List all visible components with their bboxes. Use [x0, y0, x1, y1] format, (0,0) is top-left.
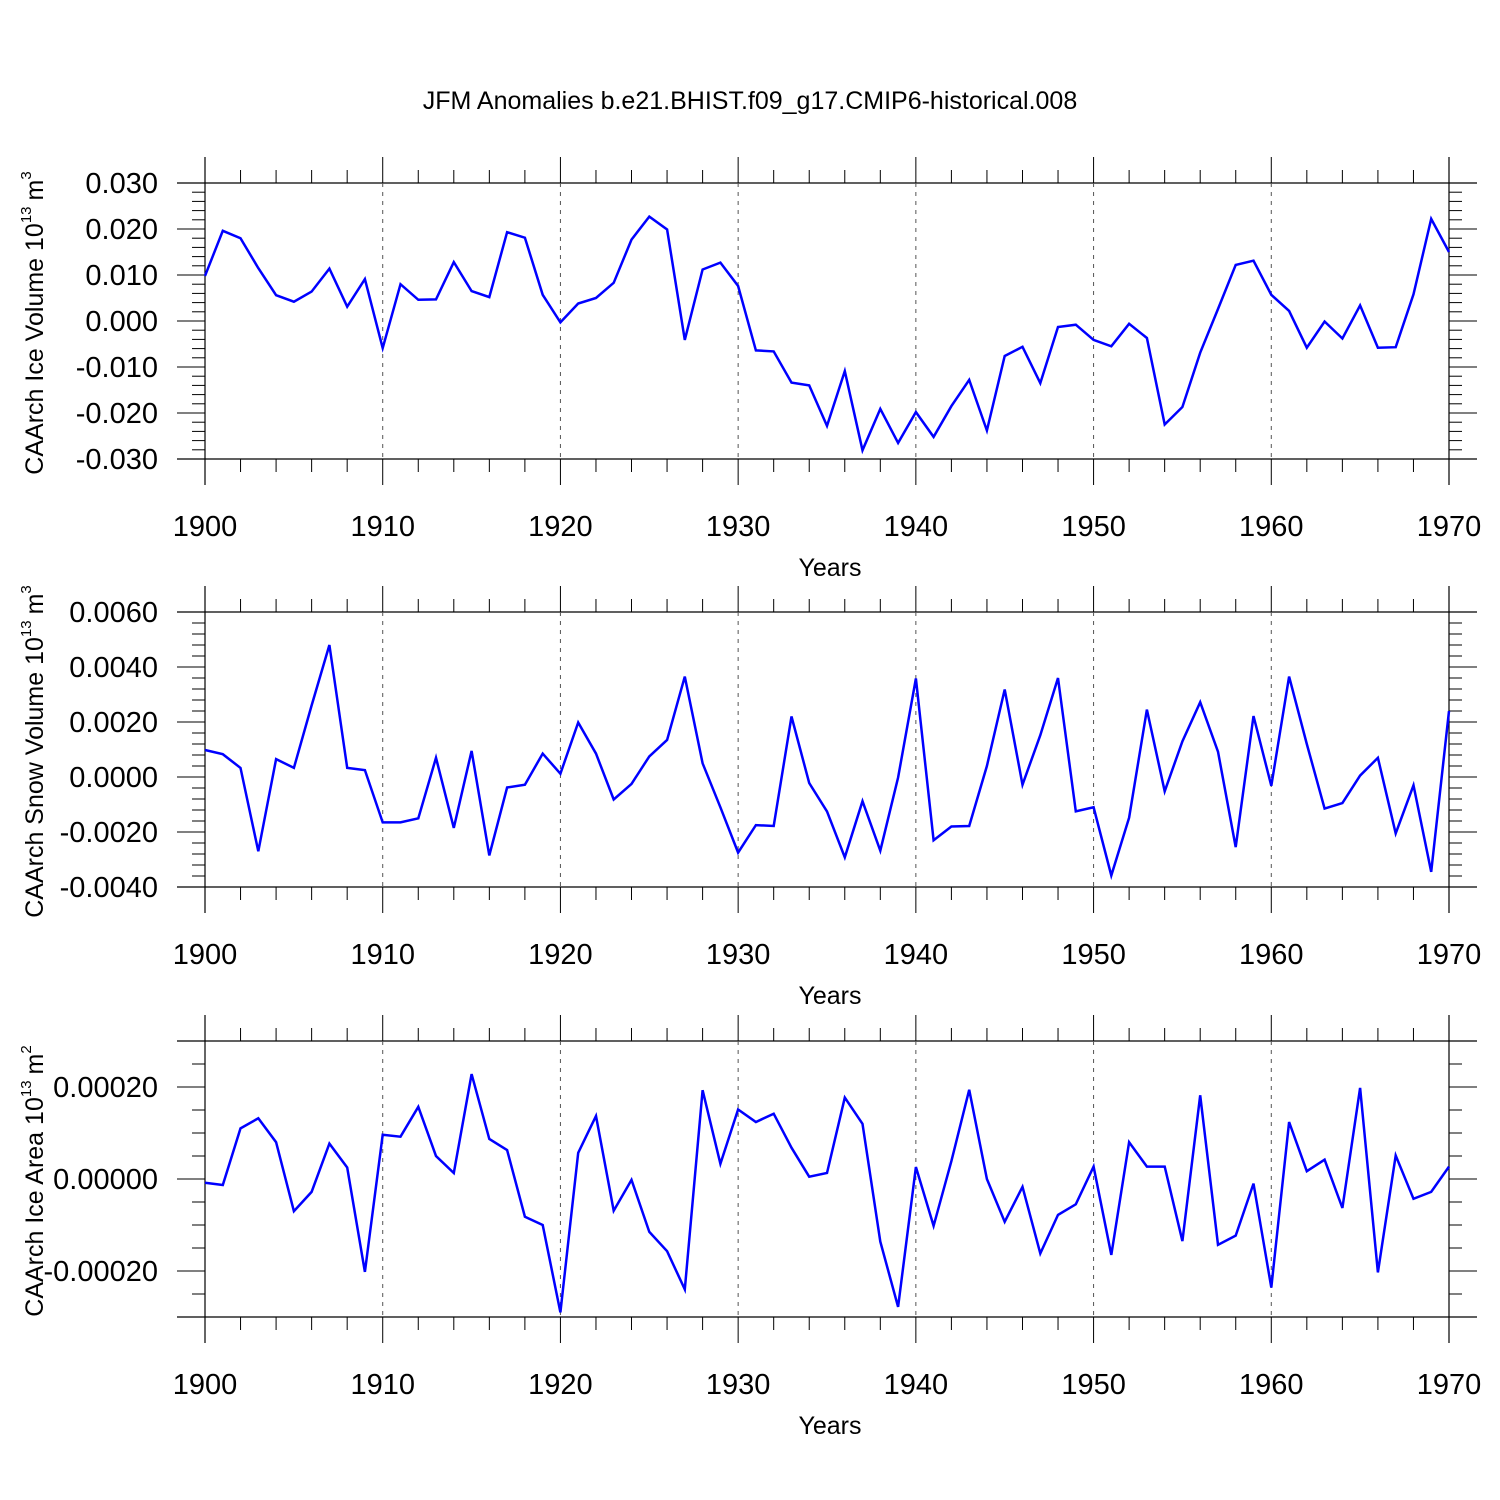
x-tick-label: 1970	[1417, 1369, 1482, 1401]
y-tick-label: 0.0000	[69, 762, 158, 794]
y-tick-label: 0.020	[85, 214, 158, 246]
series-line	[204, 644, 1451, 881]
y-tick-label: 0.00000	[53, 1164, 158, 1196]
panel-3: 0.00020 0.00000 -0.00020 1900 1910 1920 1930 19…	[18, 1015, 1481, 1440]
x-tick-label: 1920	[528, 511, 593, 543]
y-axis-unit-tail: m	[21, 180, 49, 201]
y-axis-label-name: CAArch Ice Area	[21, 1132, 49, 1317]
x-tick-label: 1940	[884, 511, 949, 543]
x-tick-label: 1910	[350, 939, 415, 971]
y-tick-label: 0.00020	[53, 1072, 158, 1104]
y-axis-unit-exp: 13	[18, 206, 35, 223]
panels: 0.030 0.020 0.010 0.000 -0.010 -0.020 -0.030 19…	[18, 157, 1481, 1440]
y-axis-label-name: CAArch Snow Volume	[21, 672, 49, 918]
y-axis-unit-base: 10	[21, 637, 49, 665]
x-tick-label: 1920	[528, 939, 593, 971]
y-axis-unit-exp: 13	[18, 620, 35, 637]
y-tick-label: 0.0020	[69, 707, 158, 739]
x-tick-label: 1940	[884, 1369, 949, 1401]
y-axis-unit-base: 10	[21, 223, 49, 251]
y-axis-unit-tail-exp: 2	[18, 1045, 35, 1053]
y-tick-label: 0.0060	[69, 597, 158, 629]
x-tick-label: 1900	[173, 939, 238, 971]
x-axis-label: Years	[798, 982, 861, 1010]
y-tick-label: 0.0040	[69, 652, 158, 684]
y-axis-label: CAArch Ice Area 1013 m2	[18, 1045, 49, 1316]
y-axis-label-space	[21, 1125, 49, 1132]
y-axis-unit-base: 10	[21, 1097, 49, 1125]
y-axis-unit-tail: m	[21, 594, 49, 615]
x-tick-label: 1900	[173, 1369, 238, 1401]
x-tick-label: 1930	[706, 939, 771, 971]
x-tick-label: 1910	[350, 511, 415, 543]
y-axis-unit-exp: 13	[18, 1080, 35, 1097]
x-tick-label: 1970	[1417, 939, 1482, 971]
y-tick-label: -0.0020	[60, 817, 158, 849]
x-tick-label: 1920	[528, 1369, 593, 1401]
y-axis-label-space	[21, 251, 49, 258]
panel-2: 0.0060 0.0040 0.0020 0.0000 -0.0020 -0.0040 19…	[18, 585, 1481, 1010]
x-tick-label: 1970	[1417, 511, 1482, 543]
x-tick-label: 1950	[1061, 1369, 1126, 1401]
y-tick-label: 0.000	[85, 306, 158, 338]
x-tick-label: 1930	[706, 1369, 771, 1401]
x-tick-label: 1940	[884, 939, 949, 971]
x-tick-label: 1930	[706, 511, 771, 543]
y-axis-unit-tail: m	[21, 1054, 49, 1075]
x-axis-label: Years	[798, 1412, 861, 1440]
y-tick-label: -0.030	[76, 444, 158, 476]
x-tick-label: 1960	[1239, 1369, 1304, 1401]
x-axis-label: Years	[798, 554, 861, 582]
y-axis-label-name: CAArch Ice Volume	[21, 258, 49, 475]
y-axis-label: CAArch Snow Volume 1013 m3	[18, 585, 49, 918]
y-axis-label: CAArch Ice Volume 1013 m3	[18, 171, 49, 474]
x-tick-label: 1960	[1239, 511, 1304, 543]
series-line	[204, 1073, 1451, 1313]
figure-title: JFM Anomalies b.e21.BHIST.f09_g17.CMIP6-…	[423, 87, 1077, 115]
y-tick-label: -0.010	[76, 352, 158, 384]
y-tick-label: -0.0040	[60, 872, 158, 904]
x-tick-label: 1950	[1061, 511, 1126, 543]
y-tick-label: 0.010	[85, 260, 158, 292]
y-axis-unit-tail-exp: 3	[18, 171, 35, 179]
y-axis-label-space	[21, 665, 49, 672]
y-axis-unit-tail-exp: 3	[18, 585, 35, 593]
y-tick-label: 0.030	[85, 168, 158, 200]
x-tick-label: 1910	[350, 1369, 415, 1401]
x-tick-label: 1960	[1239, 939, 1304, 971]
x-tick-label: 1900	[173, 511, 238, 543]
panel-1: 0.030 0.020 0.010 0.000 -0.010 -0.020 -0.030 19…	[18, 157, 1481, 582]
y-tick-label: -0.00020	[44, 1256, 159, 1288]
series-line	[203, 214, 1451, 455]
y-tick-label: -0.020	[76, 398, 158, 430]
x-tick-label: 1950	[1061, 939, 1126, 971]
